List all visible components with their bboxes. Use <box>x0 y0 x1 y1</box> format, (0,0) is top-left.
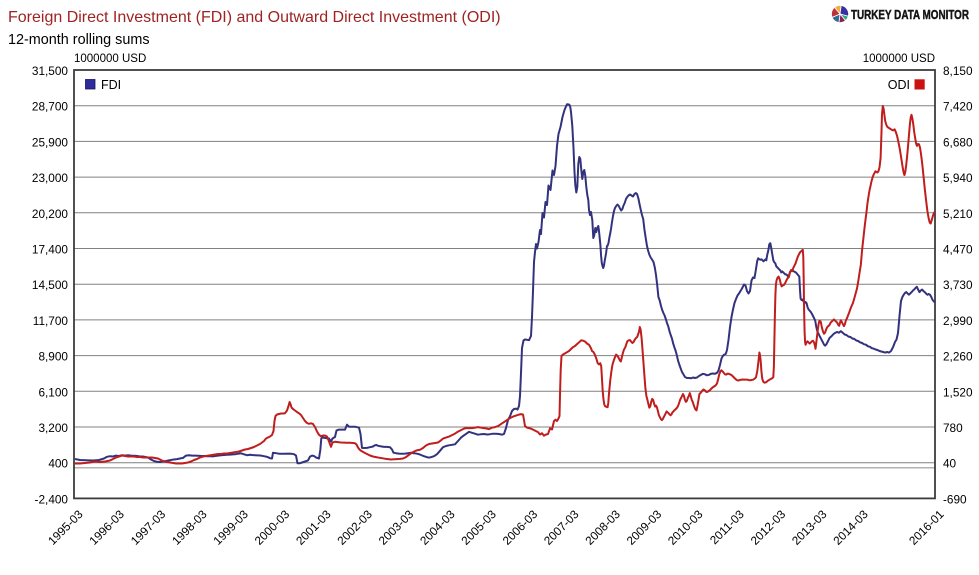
svg-text:FDI: FDI <box>101 78 121 92</box>
svg-text:1997-03: 1997-03 <box>128 507 169 548</box>
svg-text:31,500: 31,500 <box>32 64 69 78</box>
svg-text:-2,400: -2,400 <box>35 492 69 506</box>
svg-text:ODI: ODI <box>888 78 910 92</box>
svg-text:6,100: 6,100 <box>38 385 68 399</box>
svg-text:6,680: 6,680 <box>943 135 973 149</box>
svg-text:1995-03: 1995-03 <box>45 507 86 548</box>
svg-text:2010-03: 2010-03 <box>665 507 706 548</box>
svg-text:1000000 USD: 1000000 USD <box>863 53 935 65</box>
svg-text:Foreign Direct Investment (FDI: Foreign Direct Investment (FDI) and Outw… <box>8 9 501 26</box>
svg-text:2008-03: 2008-03 <box>582 507 623 548</box>
svg-text:5,940: 5,940 <box>943 171 973 185</box>
svg-text:4,470: 4,470 <box>943 243 973 257</box>
svg-text:2,990: 2,990 <box>943 314 973 328</box>
svg-text:400: 400 <box>48 457 68 471</box>
svg-text:11,700: 11,700 <box>33 314 69 328</box>
svg-text:1996-03: 1996-03 <box>86 507 127 548</box>
svg-text:2002-03: 2002-03 <box>334 507 375 548</box>
svg-text:2003-03: 2003-03 <box>376 507 417 548</box>
svg-text:3,730: 3,730 <box>943 278 973 292</box>
svg-text:-690: -690 <box>943 492 967 506</box>
svg-text:2005-03: 2005-03 <box>458 507 499 548</box>
svg-text:25,900: 25,900 <box>32 135 69 149</box>
svg-text:1000000 USD: 1000000 USD <box>74 53 146 65</box>
svg-text:17,400: 17,400 <box>32 243 69 257</box>
svg-text:2006-03: 2006-03 <box>500 507 541 548</box>
svg-text:TURKEY DATA MONITOR: TURKEY DATA MONITOR <box>851 7 969 22</box>
svg-text:2016-01: 2016-01 <box>906 507 947 548</box>
svg-text:1,520: 1,520 <box>943 385 973 399</box>
svg-text:2,260: 2,260 <box>943 350 973 364</box>
svg-text:2009-03: 2009-03 <box>624 507 665 548</box>
svg-text:5,210: 5,210 <box>943 207 973 221</box>
svg-text:14,500: 14,500 <box>32 278 69 292</box>
svg-text:2004-03: 2004-03 <box>417 507 458 548</box>
svg-text:7,420: 7,420 <box>943 100 973 114</box>
svg-text:12-month rolling sums: 12-month rolling sums <box>8 32 150 48</box>
svg-text:23,000: 23,000 <box>32 171 69 185</box>
svg-text:1998-03: 1998-03 <box>169 507 210 548</box>
svg-text:8,900: 8,900 <box>38 350 68 364</box>
svg-text:2011-03: 2011-03 <box>707 507 747 547</box>
svg-text:2014-03: 2014-03 <box>830 507 871 548</box>
svg-text:780: 780 <box>943 421 963 435</box>
svg-text:28,700: 28,700 <box>32 100 69 114</box>
svg-text:2012-03: 2012-03 <box>748 507 789 548</box>
svg-text:3,200: 3,200 <box>38 421 68 435</box>
svg-text:8,150: 8,150 <box>943 64 973 78</box>
svg-text:1999-03: 1999-03 <box>210 507 251 548</box>
svg-text:2000-03: 2000-03 <box>252 507 293 548</box>
svg-text:20,200: 20,200 <box>32 207 69 221</box>
svg-text:2007-03: 2007-03 <box>541 507 582 548</box>
svg-text:40: 40 <box>943 457 957 471</box>
svg-text:2001-03: 2001-03 <box>293 507 334 548</box>
svg-text:2013-03: 2013-03 <box>789 507 830 548</box>
